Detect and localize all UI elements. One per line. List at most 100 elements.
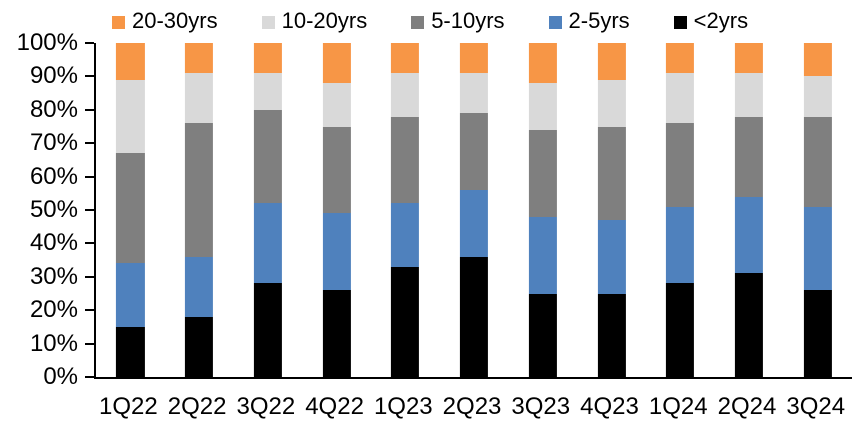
- x-tick-label: 1Q23: [373, 393, 433, 420]
- bar-segment-10-20yrs: [597, 79, 626, 127]
- y-tick-label: 70%: [29, 129, 78, 157]
- bar-segment-20-30yrs: [116, 43, 145, 80]
- legend-swatch-lt2yrs-icon: [673, 15, 687, 29]
- y-tick-label: 30%: [29, 262, 78, 290]
- bar-segment-2-5yrs: [459, 189, 489, 257]
- bar-segment-20-30yrs: [597, 43, 626, 80]
- x-tick-label: 3Q24: [786, 393, 846, 420]
- bar-segment-10-20yrs: [391, 73, 420, 117]
- y-tick-mark: [85, 175, 94, 178]
- bar-segment-2-5yrs: [253, 203, 282, 284]
- y-tick-label: 80%: [29, 95, 78, 123]
- y-tick-mark: [85, 309, 94, 312]
- bar-segment-lt2yrs: [734, 273, 764, 377]
- y-tick-mark: [85, 342, 94, 345]
- x-tick-label: 3Q23: [511, 393, 571, 420]
- y-tick-label: 10%: [29, 329, 78, 357]
- bar-segment-2-5yrs: [116, 263, 145, 327]
- bar-segment-20-30yrs: [391, 43, 420, 74]
- y-tick-label: 50%: [29, 196, 78, 223]
- bar-segment-20-30yrs: [528, 43, 557, 84]
- y-tick-mark: [85, 142, 94, 145]
- bar-segment-5-10yrs: [528, 129, 557, 217]
- x-tick-label: 4Q22: [305, 393, 364, 420]
- bar-segment-10-20yrs: [459, 73, 489, 114]
- bar-segment-10-20yrs: [253, 73, 282, 110]
- bar-segment-20-30yrs: [253, 43, 282, 74]
- x-tick-label: 4Q23: [580, 393, 639, 420]
- bar-slot-4q22: [302, 43, 371, 377]
- bar-segment-10-20yrs: [116, 79, 145, 154]
- bar-segment-5-10yrs: [734, 116, 764, 197]
- y-tick-label: 90%: [29, 62, 78, 90]
- bar-segment-10-20yrs: [528, 83, 557, 130]
- x-tick-label: 2Q23: [442, 393, 502, 420]
- bar-segment-20-30yrs: [734, 43, 764, 74]
- bar-segment-5-10yrs: [116, 153, 145, 264]
- bar-4q23: [597, 43, 626, 377]
- bar-segment-20-30yrs: [459, 43, 489, 74]
- y-tick-mark: [85, 108, 94, 111]
- bar-slot-1q22: [96, 43, 165, 377]
- y-tick-mark: [85, 242, 94, 245]
- x-tick-label: 2Q24: [717, 393, 777, 420]
- bar-segment-2-5yrs: [322, 213, 351, 291]
- bar-segment-20-30yrs: [185, 43, 214, 74]
- legend-label: 5-10yrs: [431, 8, 505, 33]
- bar-segment-5-10yrs: [597, 126, 626, 221]
- chart-legend: 20-30yrs 10-20yrs 5-10yrs 2-5yrs <2yrs: [112, 5, 748, 37]
- y-tick-mark: [85, 275, 94, 278]
- bar-segment-lt2yrs: [253, 283, 282, 377]
- bar-segment-lt2yrs: [528, 293, 557, 377]
- legend-swatch-10-20yrs-icon: [261, 15, 275, 29]
- y-tick-label: 40%: [29, 229, 78, 257]
- legend-item-2-5yrs: 2-5yrs: [548, 5, 630, 37]
- bar-2q23: [459, 43, 489, 377]
- y-tick-mark: [85, 209, 94, 211]
- bar-slot-3q22: [233, 43, 302, 377]
- bar-segment-lt2yrs: [803, 290, 832, 377]
- y-tick-mark: [85, 376, 94, 378]
- bar-segment-2-5yrs: [185, 256, 214, 317]
- bar-segment-20-30yrs: [322, 43, 351, 84]
- x-tick-label: 2Q22: [167, 393, 227, 420]
- legend-item-20-30yrs: 20-30yrs: [112, 5, 218, 37]
- y-tick-label: 20%: [29, 296, 78, 324]
- bar-3q22: [253, 43, 282, 377]
- bar-1q22: [116, 43, 145, 377]
- x-tick-label: 3Q22: [236, 393, 296, 420]
- y-tick-mark: [85, 42, 94, 44]
- bar-segment-5-10yrs: [322, 126, 351, 214]
- bar-3q23: [528, 43, 557, 377]
- bar-slot-2q22: [165, 43, 234, 377]
- bar-1q23: [391, 43, 420, 377]
- legend-label: <2yrs: [693, 8, 749, 33]
- bar-segment-5-10yrs: [253, 109, 282, 204]
- legend-item-10-20yrs: 10-20yrs: [261, 5, 367, 37]
- bar-segment-2-5yrs: [803, 206, 832, 291]
- bar-segment-lt2yrs: [391, 266, 420, 377]
- bar-slot-1q24: [646, 43, 715, 377]
- bar-segment-5-10yrs: [185, 123, 214, 257]
- bar-segment-5-10yrs: [391, 116, 420, 204]
- bar-segment-lt2yrs: [116, 326, 145, 377]
- legend-swatch-5-10yrs-icon: [411, 15, 425, 29]
- legend-label: 20-30yrs: [132, 8, 218, 33]
- bar-segment-5-10yrs: [666, 123, 695, 207]
- legend-item-lt2yrs: <2yrs: [673, 5, 749, 37]
- legend-swatch-2-5yrs-icon: [548, 15, 562, 29]
- bar-segment-10-20yrs: [734, 73, 764, 117]
- bar-segment-20-30yrs: [803, 43, 832, 77]
- bar-1q24: [666, 43, 695, 377]
- bar-segment-20-30yrs: [666, 43, 695, 74]
- bar-segment-5-10yrs: [459, 113, 489, 190]
- bar-2q22: [185, 43, 214, 377]
- bar-segment-2-5yrs: [734, 196, 764, 274]
- bar-segment-2-5yrs: [666, 206, 695, 284]
- bar-segment-lt2yrs: [185, 316, 214, 377]
- bar-segment-10-20yrs: [185, 73, 214, 124]
- y-tick-mark: [85, 75, 94, 78]
- bar-segment-2-5yrs: [391, 203, 420, 267]
